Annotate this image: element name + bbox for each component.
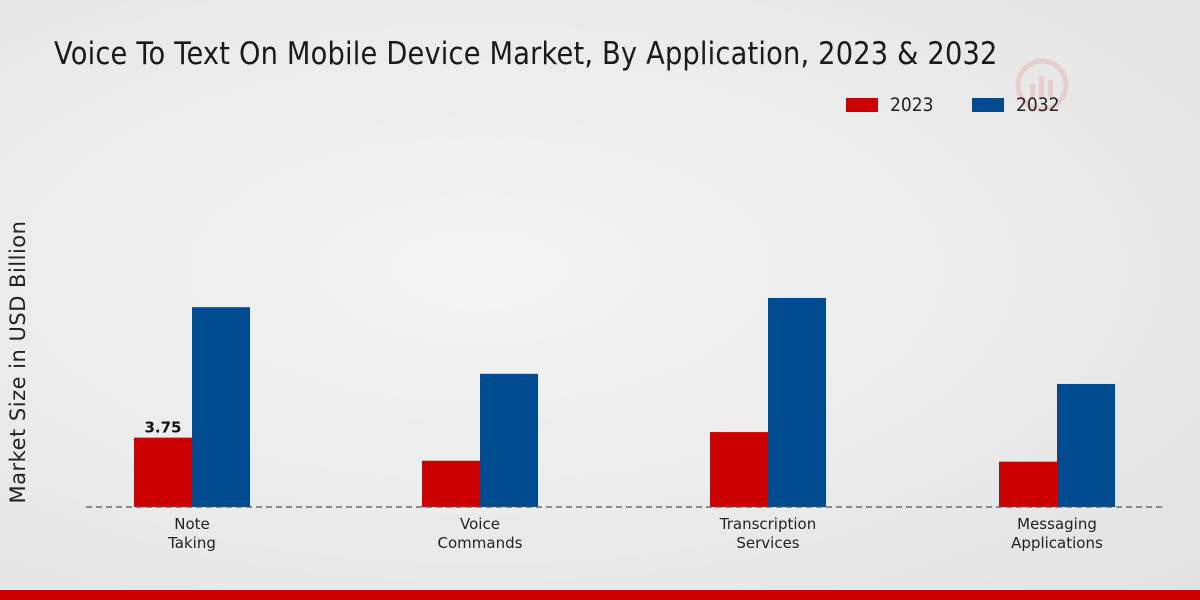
x-tick-label-2: Transcription Services: [719, 515, 816, 552]
bar-2032-3: [1057, 383, 1115, 507]
legend-swatch-2023: [846, 98, 878, 112]
x-tick-label-0: Note Taking: [167, 515, 216, 552]
legend-item-2032: 2032: [972, 94, 1064, 116]
bar-2023-1: [422, 460, 480, 507]
bar-2023-0: [134, 437, 192, 507]
legend-item-2023: 2023: [846, 94, 938, 116]
legend-swatch-2032: [972, 98, 1005, 112]
bar-2032-1: [480, 373, 538, 507]
data-label-0: 3.75: [144, 419, 181, 437]
bar-2032-0: [192, 307, 250, 507]
watermark-logo-icon: [1015, 58, 1069, 112]
bar-2032-2: [768, 297, 826, 507]
legend-label-2032: 2032: [1016, 94, 1060, 116]
x-tick-label-1: Voice Commands: [438, 515, 523, 552]
bar-2023-3: [999, 461, 1057, 507]
chart-title: Voice To Text On Mobile Device Market, B…: [54, 36, 998, 72]
legend-label-2023: 2023: [890, 94, 934, 116]
x-tick-label-3: Messaging Applications: [1011, 515, 1103, 552]
legend: 2023 2032: [846, 94, 1099, 116]
bar-2023-2: [710, 432, 768, 507]
bottom-accent-bar: [0, 590, 1200, 600]
